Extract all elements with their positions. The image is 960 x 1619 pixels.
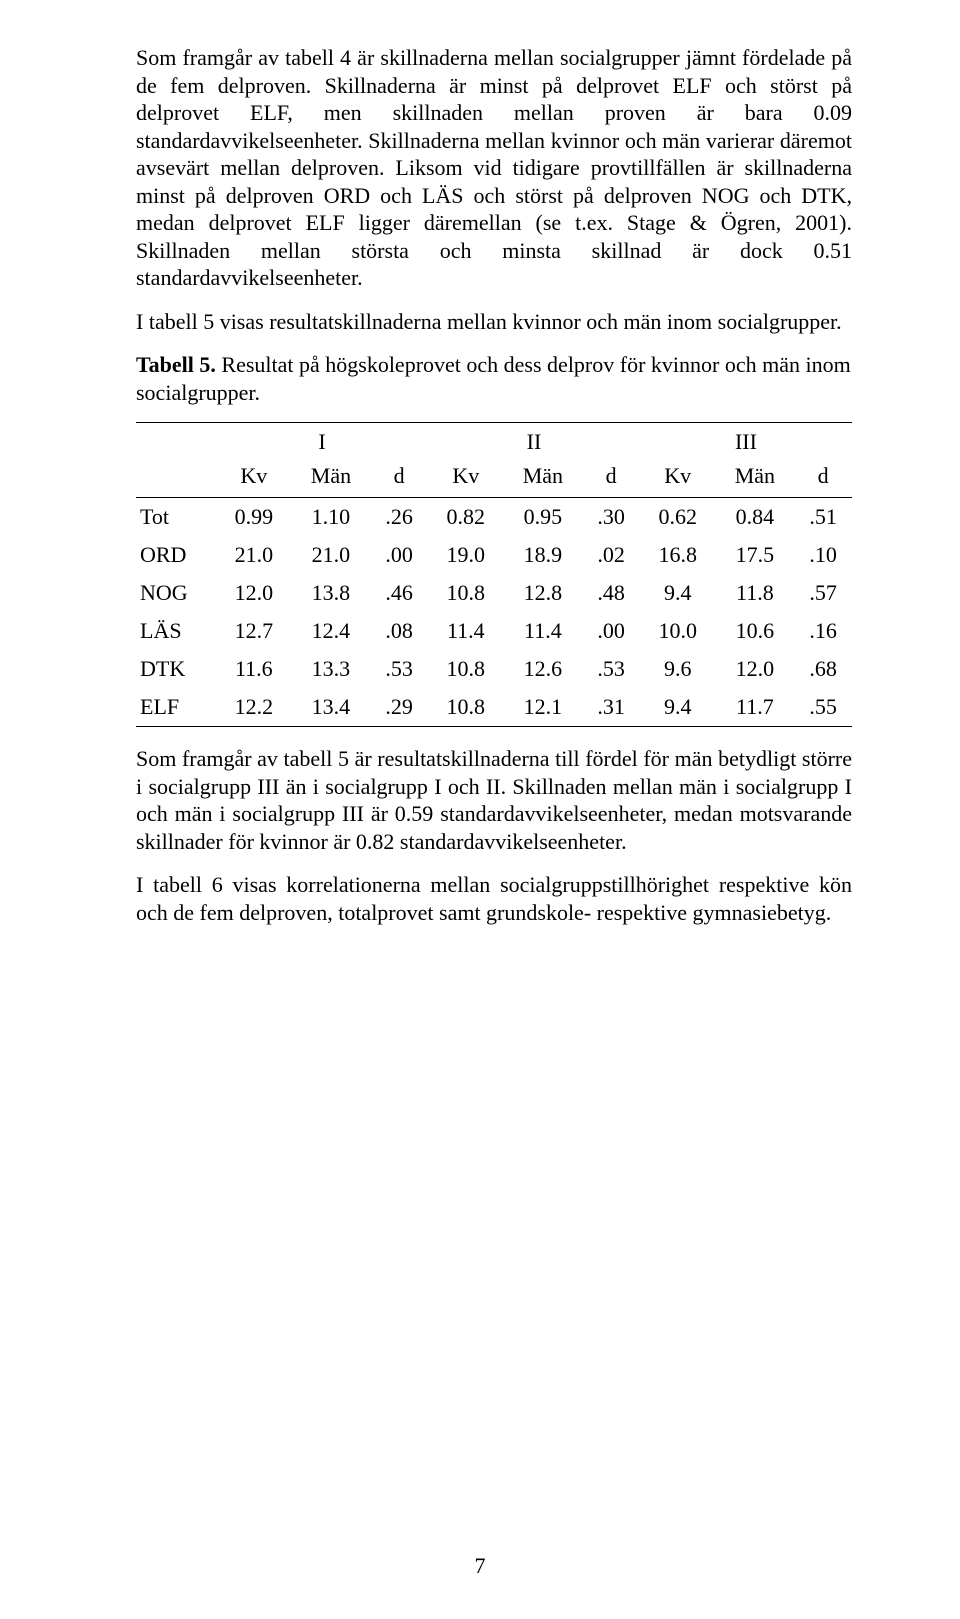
cell: 11.4: [428, 612, 504, 650]
cell: 12.7: [216, 612, 292, 650]
subcol: Kv: [640, 457, 716, 498]
cell: .00: [370, 536, 428, 574]
group-header-1: I: [216, 423, 428, 458]
cell: .16: [794, 612, 852, 650]
cell: .68: [794, 650, 852, 688]
table-head: I II III Kv Män d Kv Män d Kv Män d: [136, 423, 852, 498]
subcol: Män: [504, 457, 583, 498]
cell: 12.6: [504, 650, 583, 688]
subcol: d: [370, 457, 428, 498]
cell: 0.62: [640, 498, 716, 537]
cell: .31: [582, 688, 640, 727]
cell: .30: [582, 498, 640, 537]
cell: .53: [370, 650, 428, 688]
cell: .29: [370, 688, 428, 727]
row-label: ELF: [136, 688, 216, 727]
cell: 21.0: [292, 536, 371, 574]
subcol: Män: [292, 457, 371, 498]
cell: 11.6: [216, 650, 292, 688]
subcol: d: [582, 457, 640, 498]
paragraph-5: I tabell 6 visas korrelationerna mellan …: [136, 871, 852, 926]
cell: 12.1: [504, 688, 583, 727]
cell: .48: [582, 574, 640, 612]
cell: 10.6: [716, 612, 795, 650]
cell: 0.95: [504, 498, 583, 537]
cell: .53: [582, 650, 640, 688]
paragraph-2: I tabell 5 visas resultatskillnaderna me…: [136, 308, 852, 336]
cell: .57: [794, 574, 852, 612]
cell: .08: [370, 612, 428, 650]
group-header-3: III: [640, 423, 852, 458]
subcol: d: [794, 457, 852, 498]
cell: 0.82: [428, 498, 504, 537]
cell: 10.0: [640, 612, 716, 650]
table-row: ORD 21.0 21.0 .00 19.0 18.9 .02 16.8 17.…: [136, 536, 852, 574]
cell: 9.6: [640, 650, 716, 688]
paragraph-1: Som framgår av tabell 4 är skillnaderna …: [136, 44, 852, 292]
cell: 9.4: [640, 574, 716, 612]
cell: .46: [370, 574, 428, 612]
subcol: Män: [716, 457, 795, 498]
cell: 13.3: [292, 650, 371, 688]
cell: 11.7: [716, 688, 795, 727]
table-caption-text: Resultat på högskoleprovet och dess delp…: [136, 352, 851, 405]
table-group-row: I II III: [136, 423, 852, 458]
cell: 11.4: [504, 612, 583, 650]
table-row: NOG 12.0 13.8 .46 10.8 12.8 .48 9.4 11.8…: [136, 574, 852, 612]
cell: 12.4: [292, 612, 371, 650]
table-row: ELF 12.2 13.4 .29 10.8 12.1 .31 9.4 11.7…: [136, 688, 852, 727]
cell: .51: [794, 498, 852, 537]
cell: 12.0: [716, 650, 795, 688]
cell: 16.8: [640, 536, 716, 574]
cell: 10.8: [428, 688, 504, 727]
table-caption: Tabell 5. Resultat på högskoleprovet och…: [136, 351, 852, 406]
row-label: NOG: [136, 574, 216, 612]
row-label: Tot: [136, 498, 216, 537]
cell: 13.4: [292, 688, 371, 727]
cell: .02: [582, 536, 640, 574]
cell: 1.10: [292, 498, 371, 537]
table-5: I II III Kv Män d Kv Män d Kv Män d Tot …: [136, 422, 852, 727]
cell: 0.84: [716, 498, 795, 537]
paragraph-4: Som framgår av tabell 5 är resultatskill…: [136, 745, 852, 855]
cell: .26: [370, 498, 428, 537]
cell: 10.8: [428, 650, 504, 688]
cell: 9.4: [640, 688, 716, 727]
cell: 17.5: [716, 536, 795, 574]
cell: 19.0: [428, 536, 504, 574]
subcol: Kv: [216, 457, 292, 498]
page-number: 7: [0, 1553, 960, 1579]
group-header-2: II: [428, 423, 640, 458]
cell: .10: [794, 536, 852, 574]
table-caption-label: Tabell 5.: [136, 352, 216, 377]
cell: .55: [794, 688, 852, 727]
table-row: DTK 11.6 13.3 .53 10.8 12.6 .53 9.6 12.0…: [136, 650, 852, 688]
table-row: Tot 0.99 1.10 .26 0.82 0.95 .30 0.62 0.8…: [136, 498, 852, 537]
row-label: ORD: [136, 536, 216, 574]
cell: 21.0: [216, 536, 292, 574]
cell: 13.8: [292, 574, 371, 612]
subcol: Kv: [428, 457, 504, 498]
cell: 12.0: [216, 574, 292, 612]
row-label: LÄS: [136, 612, 216, 650]
cell: 10.8: [428, 574, 504, 612]
cell: 12.2: [216, 688, 292, 727]
cell: 0.99: [216, 498, 292, 537]
cell: 18.9: [504, 536, 583, 574]
cell: .00: [582, 612, 640, 650]
cell: 12.8: [504, 574, 583, 612]
table-subcol-row: Kv Män d Kv Män d Kv Män d: [136, 457, 852, 498]
table-row: LÄS 12.7 12.4 .08 11.4 11.4 .00 10.0 10.…: [136, 612, 852, 650]
cell: 11.8: [716, 574, 795, 612]
table-body: Tot 0.99 1.10 .26 0.82 0.95 .30 0.62 0.8…: [136, 498, 852, 727]
row-label: DTK: [136, 650, 216, 688]
page: Som framgår av tabell 4 är skillnaderna …: [0, 0, 960, 1619]
